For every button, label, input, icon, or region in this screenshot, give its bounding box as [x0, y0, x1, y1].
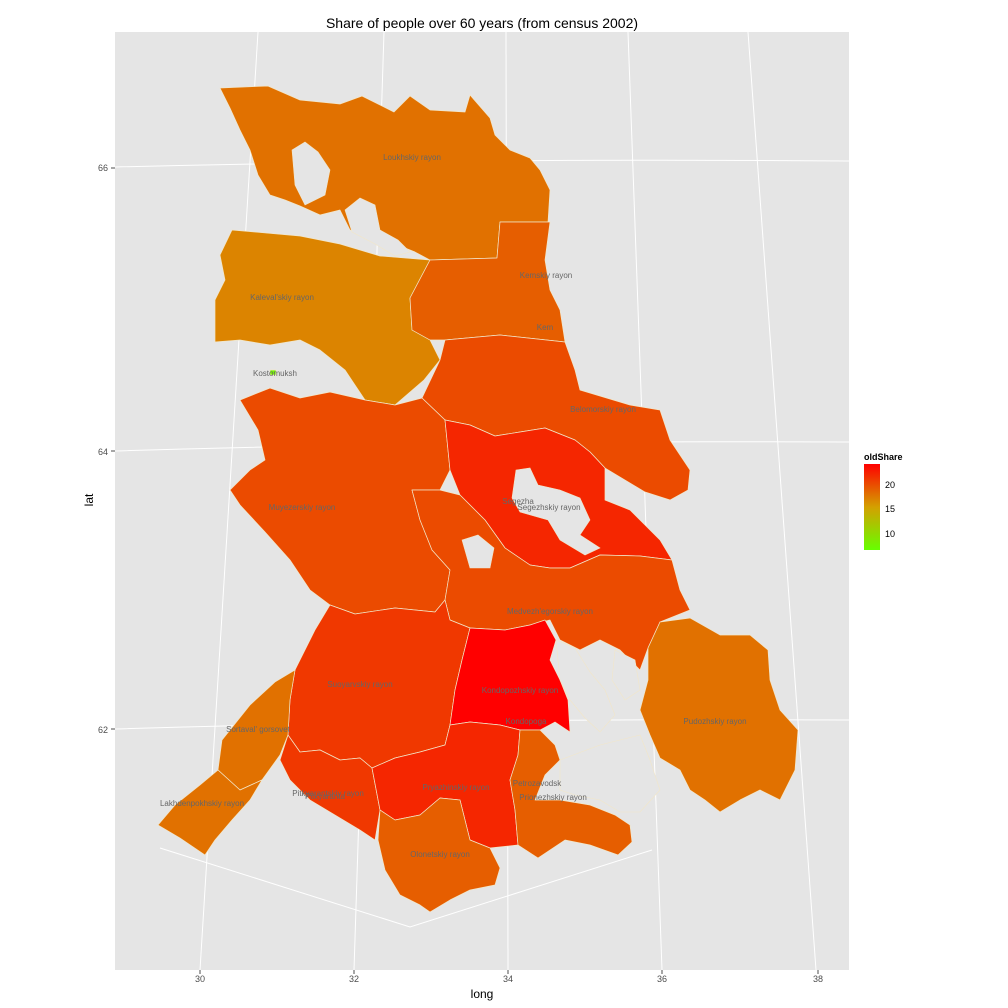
label-muyezerskiy: Muyezerskiy rayon	[269, 503, 336, 512]
region-pitkyarantskiy	[279, 734, 381, 841]
legend: oldShare 20 15 10	[864, 452, 903, 550]
x-axis-title: long	[471, 987, 494, 1001]
label-pitkyaranta: Pitkyaranta	[305, 792, 346, 801]
label-petrozavodsk: Petrozavodsk	[513, 779, 562, 788]
region-lakhdenpokhskiy	[157, 769, 263, 856]
grid-lon-38	[747, 31, 817, 971]
lake-onega-bay-2	[611, 649, 641, 701]
label-kostomuksh: Kostomuksh	[253, 369, 297, 378]
label-belomorskiy: Belomorskiy rayon	[570, 405, 636, 414]
y-axis: 66 64 62	[98, 163, 115, 735]
legend-tick-15: 15	[885, 504, 895, 514]
label-medvezhegorskiy: Medvezh'egorskiy rayon	[507, 607, 593, 616]
lake-pyaozero	[291, 141, 331, 206]
label-pryazhinskiy: Pryazhinskiy rayon	[422, 783, 489, 792]
y-tick-66: 66	[98, 163, 108, 173]
label-kondopozhskiy: Kondopozhskiy rayon	[482, 686, 559, 695]
lake-segozero	[461, 534, 495, 569]
region-pudozhskiy	[639, 617, 799, 813]
legend-title: oldShare	[864, 452, 903, 462]
lake-topozero	[344, 197, 411, 257]
label-olonetskiy: Olonetskiy rayon	[410, 850, 470, 859]
y-axis-title: lat	[82, 493, 96, 506]
legend-tick-10: 10	[885, 529, 895, 539]
grid-lat-61	[159, 847, 653, 928]
label-sortaval: Sortaval' gorsovet	[226, 725, 291, 734]
label-lakhdenpokhskiy: Lakhdenpokhskiy rayon	[160, 799, 244, 808]
regions	[157, 85, 799, 913]
label-kemskiy: Kemskiy rayon	[520, 271, 572, 280]
y-tick-64: 64	[98, 447, 108, 457]
x-tick-34: 34	[503, 974, 513, 984]
label-kondopoga: Kondopoga	[506, 717, 547, 726]
x-tick-30: 30	[195, 974, 205, 984]
label-kem: Kem	[537, 323, 554, 332]
x-tick-36: 36	[657, 974, 667, 984]
region-kemskiy	[409, 221, 566, 343]
label-prionezhskiy: Prionezhskiy rayon	[519, 793, 587, 802]
region-kondopozhskiy	[449, 619, 571, 733]
legend-colorbar	[864, 464, 880, 550]
grid-lon-36	[627, 31, 663, 971]
x-tick-38: 38	[813, 974, 823, 984]
lakes	[291, 141, 661, 813]
x-tick-32: 32	[349, 974, 359, 984]
label-pudozhskiy: Pudozhskiy rayon	[683, 717, 746, 726]
label-pitkyarantskiy: Pitkyarantskiy rayon	[292, 789, 364, 798]
lake-onega-main	[559, 734, 661, 813]
region-prionezhskiy	[509, 729, 633, 859]
region-labels: Loukhskiy rayon Kemskiy rayon Kem Kaleva…	[160, 153, 747, 859]
region-kostomuksh	[269, 369, 277, 376]
region-olonetskiy	[377, 797, 501, 913]
chart-title: Share of people over 60 years (from cens…	[326, 15, 638, 31]
lake-vygozero	[511, 467, 601, 556]
legend-tick-20: 20	[885, 480, 895, 490]
label-loukhskiy: Loukhskiy rayon	[383, 153, 441, 162]
label-kalevalskiy: Kaleval'skiy rayon	[250, 293, 314, 302]
y-tick-62: 62	[98, 725, 108, 735]
x-axis: 30 32 34 36 38	[195, 970, 823, 984]
lake-onega-bay-1	[555, 639, 616, 733]
label-segezha: Segezha	[502, 497, 534, 506]
label-segezhskiy: Segezhskiy rayon	[517, 503, 580, 512]
label-suoyarvskiy: Suoyarvskiy rayon	[327, 680, 392, 689]
